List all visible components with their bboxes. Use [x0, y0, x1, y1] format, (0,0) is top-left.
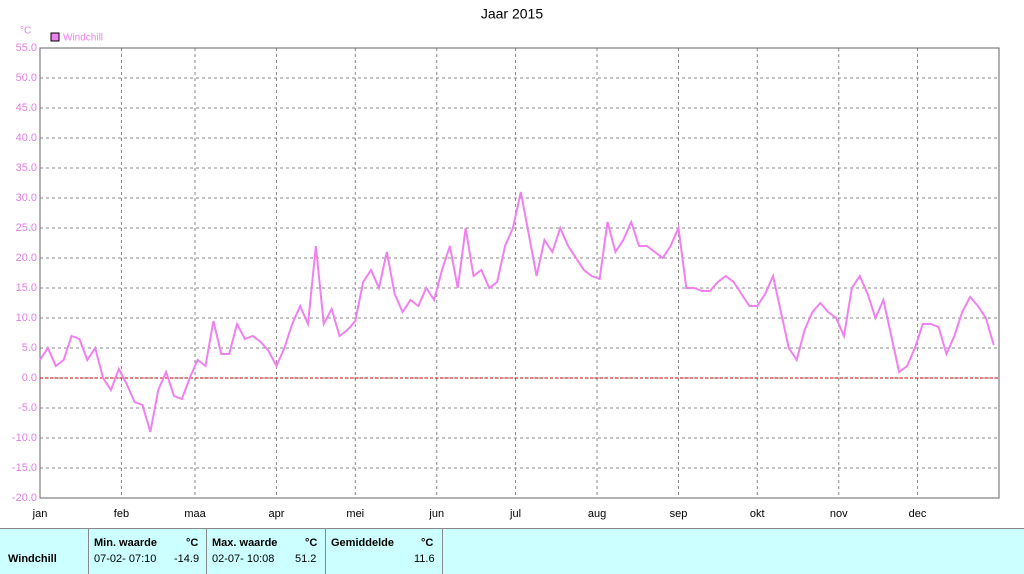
row-label: Windchill [8, 553, 57, 565]
legend-label: Windchill [63, 33, 103, 44]
plot-frame [39, 47, 1000, 499]
unit: °C [305, 537, 318, 549]
header: Min. waarde [94, 537, 157, 549]
unit: °C [421, 537, 434, 549]
header: Max. waarde [212, 537, 278, 549]
y-tick-label: -5.0 [18, 402, 37, 414]
y-tick-label: 5.0 [22, 342, 37, 354]
y-tick-label: 0.0 [22, 372, 37, 384]
y-tick-label: 20.0 [16, 252, 37, 264]
value: 11.6 [414, 553, 435, 565]
y-tick-label: 45.0 [16, 102, 37, 114]
x-tick-label: aug [588, 508, 606, 520]
x-tick-label: feb [114, 508, 129, 520]
legend-swatch [50, 32, 60, 42]
unit: °C [186, 537, 199, 549]
y-tick-label: -20.0 [12, 492, 37, 504]
value: -14.9 [174, 553, 200, 565]
x-tick-label: okt [750, 508, 765, 520]
y-tick-label: 30.0 [16, 192, 37, 204]
x-tick-label: maa [184, 508, 206, 520]
x-tick-label: mei [346, 508, 364, 520]
x-tick-label: jul [509, 508, 521, 520]
x-tick-label: jan [32, 508, 48, 520]
stats-panel: Windchill Min. waarde °C 07-02- 07:10 -1… [0, 528, 1024, 574]
data-line [39, 191, 995, 433]
y-tick-label: 35.0 [16, 162, 37, 174]
y-tick-label: 55.0 [16, 42, 37, 54]
date: 02-07- 10:08 [212, 553, 275, 565]
x-tick-label: apr [269, 508, 285, 520]
header: Gemiddelde [331, 537, 394, 549]
x-tick-label: dec [909, 508, 927, 520]
value: 51.2 [295, 553, 317, 565]
x-tick-label: sep [670, 508, 688, 520]
x-tick-label: jun [428, 508, 444, 520]
chart: Jaar 2015 °C 55.0 50.0 45.0 40.0 35.0 30.0 25.… [12, 6, 1000, 520]
x-tick-label: nov [830, 508, 848, 520]
y-tick-label: 50.0 [16, 72, 37, 84]
y-tick-label: -10.0 [12, 432, 37, 444]
date: 07-02- 07:10 [94, 553, 157, 565]
y-tick-label: 40.0 [16, 132, 37, 144]
y-tick-label: 15.0 [16, 282, 37, 294]
chart-title: Jaar 2015 [481, 6, 543, 22]
y-unit: °C [20, 26, 31, 37]
y-tick-label: 10.0 [16, 312, 37, 324]
y-tick-label: -15.0 [12, 462, 37, 474]
y-tick-label: 25.0 [16, 222, 37, 234]
